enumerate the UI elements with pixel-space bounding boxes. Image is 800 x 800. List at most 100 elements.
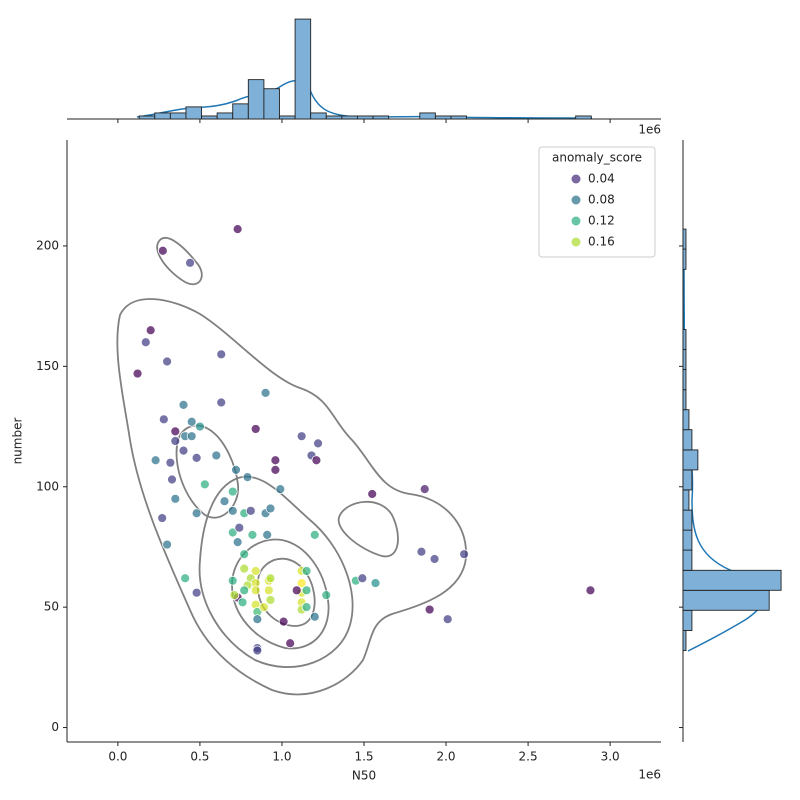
hist-bar [682, 228, 687, 250]
point [250, 585, 261, 596]
hist-bar [682, 429, 693, 451]
hist-bar [310, 112, 327, 120]
point [216, 397, 227, 408]
contour [231, 538, 330, 650]
legend-label: 0.08 [588, 193, 615, 207]
point [186, 431, 197, 442]
point [199, 479, 210, 490]
hist-bar [372, 115, 390, 120]
legend-marker [571, 174, 581, 184]
point [416, 546, 427, 557]
point [140, 337, 151, 348]
legend-label: 0.04 [588, 172, 615, 186]
hist-bar [434, 115, 452, 120]
point [245, 505, 256, 516]
point [170, 426, 181, 437]
contour [198, 475, 354, 668]
point [296, 431, 307, 442]
point [178, 445, 189, 456]
point [145, 325, 156, 336]
point [195, 421, 205, 432]
legend-box [538, 146, 656, 258]
x-tick-label: 2.0 [436, 750, 455, 764]
point [265, 503, 276, 514]
contour [156, 237, 203, 285]
plot-layer: 0.0 0.5 1.0 1.5 2.0 2.5 3.0 0 50 100 150 200 [36, 18, 782, 764]
point [237, 597, 248, 608]
point [150, 455, 161, 466]
hist-bar [232, 103, 249, 120]
hist-bar [682, 549, 693, 571]
point [165, 457, 176, 468]
point [291, 585, 302, 596]
point [227, 527, 238, 538]
hist-bar [419, 112, 436, 120]
hist-bar [682, 630, 687, 651]
x-tick-label: 0.5 [190, 750, 209, 764]
point [259, 602, 269, 613]
x-tick-label: 0.0 [108, 750, 127, 764]
point [132, 368, 143, 379]
y-tick-label: 50 [44, 600, 59, 614]
point [239, 585, 250, 596]
hist-bar [247, 79, 265, 120]
point [301, 585, 312, 596]
hist-bar [682, 329, 687, 350]
hist-bar [201, 115, 218, 120]
point [219, 496, 230, 507]
point [357, 573, 368, 584]
hist-bar [154, 112, 171, 120]
point [234, 522, 245, 533]
point [242, 472, 253, 483]
contour [337, 500, 399, 558]
point [186, 416, 197, 427]
point [296, 578, 307, 588]
point [313, 438, 323, 449]
top-kde [136, 80, 593, 119]
point [367, 489, 378, 499]
point [232, 224, 243, 234]
point [419, 484, 430, 495]
point [275, 484, 286, 495]
hist-bar [356, 115, 374, 120]
point [239, 563, 250, 574]
point [227, 486, 238, 497]
hist-bar [682, 569, 782, 591]
point [301, 602, 312, 613]
x-axis-label: N50 [352, 769, 376, 783]
point [270, 455, 281, 466]
point [227, 505, 238, 516]
point [252, 614, 263, 625]
top-offset-label: 1e6 [638, 123, 661, 137]
x-tick-label: 3.0 [601, 750, 620, 764]
point [170, 493, 181, 504]
kde-contours [116, 237, 467, 696]
point [424, 604, 435, 615]
legend-marker [571, 216, 581, 226]
hist-bar [682, 389, 687, 411]
y-tick-label: 0 [51, 720, 59, 734]
point [229, 590, 240, 601]
point [263, 585, 274, 596]
hist-bar [294, 18, 312, 120]
hist-bar [575, 115, 592, 120]
point [191, 508, 202, 519]
point [585, 585, 596, 596]
point [157, 513, 168, 523]
point [260, 387, 271, 398]
x-tick-label: 1.5 [354, 750, 373, 764]
legend-marker [571, 237, 581, 247]
point [278, 616, 289, 627]
hist-bar [682, 489, 690, 511]
point [285, 638, 296, 649]
point [262, 530, 273, 540]
point [301, 566, 312, 576]
legend-marker [571, 195, 581, 205]
point [247, 530, 258, 540]
point [459, 549, 469, 560]
point [370, 578, 381, 588]
point [265, 595, 276, 605]
point [270, 464, 281, 475]
point [232, 537, 243, 548]
